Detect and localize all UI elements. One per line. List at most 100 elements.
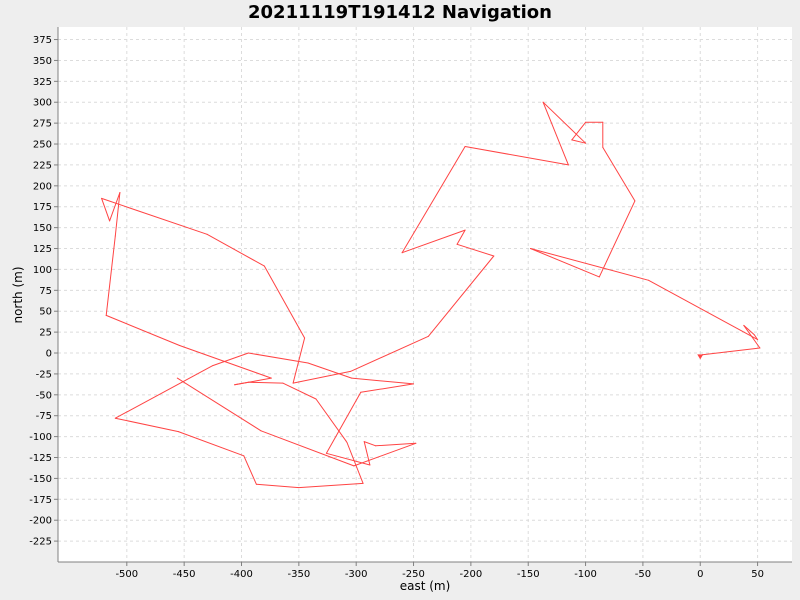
track-segment [346,442,364,484]
track-segment [360,383,414,393]
track-segment [702,347,761,356]
track-segment [292,337,306,384]
y-axis-label: north (m) [11,266,25,323]
y-tick-label: 100 [33,265,52,276]
x-tick-label: -200 [460,569,483,580]
y-tick-label: 0 [46,349,52,360]
chart-title: 20211119T191412 Navigation [248,2,552,23]
track-segment [456,243,495,257]
x-tick-label: -100 [574,569,597,580]
track-segment [456,229,466,245]
track-segment [292,370,351,384]
track-segment [234,381,249,386]
track-segment [298,482,364,489]
series-layer [101,101,761,489]
track-segment [243,455,257,485]
track-segment [179,345,272,379]
track-segment [571,121,587,141]
y-tick-label: 350 [33,56,52,67]
y-tick-label: 150 [33,223,52,234]
track-segment [101,197,111,222]
track-segment [177,431,245,457]
track-segment [263,265,306,339]
axes [57,27,792,563]
x-tick-label: -500 [115,569,138,580]
track-segment [743,324,755,336]
y-tick-label: 175 [33,202,52,213]
track-segment [247,352,309,364]
x-axis-label: east (m) [400,579,451,593]
track-segment [109,192,121,222]
x-tick-label: -400 [230,569,253,580]
track-segment [206,233,265,267]
plot-area [58,27,792,562]
y-tick-label: 25 [39,328,52,339]
grid-lines [58,27,792,562]
y-tick-label: -25 [36,369,52,380]
track-segment [350,335,429,372]
track-segment [114,365,214,419]
track-segment [464,146,569,166]
x-tick-label: -350 [287,569,310,580]
y-tick-label: -200 [29,516,52,527]
y-tick-label: -75 [36,411,52,422]
track-segment [542,101,569,166]
track-segment [351,377,414,385]
track-segment [315,398,347,442]
y-tick-label: 75 [39,286,52,297]
y-tick-label: 125 [33,244,52,255]
x-axis-ticks: -500 -450 -400 -350 -300 -250 -200 -150 -100 -50 0… [115,562,764,580]
x-tick-label: 0 [697,569,703,580]
track-segment [260,430,355,467]
y-tick-label: 200 [33,181,52,192]
start-marker-icon [697,354,704,360]
y-axis-ticks: -225 -200 -175 -150 -125 -100 -75 -50 -25 0 25 50 75… [29,35,58,548]
y-tick-label: -125 [29,453,52,464]
y-tick-label: 275 [33,119,52,130]
track-segment [542,101,587,144]
x-tick-label: -50 [635,569,651,580]
y-tick-label: 250 [33,140,52,151]
y-tick-label: 50 [39,307,52,318]
y-tick-label: 325 [33,77,52,88]
y-tick-label: -100 [29,432,52,443]
track-segment [530,248,600,278]
track-segment [325,391,362,454]
track-segment [307,362,353,379]
y-tick-label: -150 [29,474,52,485]
track-segment [176,377,262,432]
track-segment [282,382,317,400]
track-segment [212,352,249,367]
track-segment [114,417,179,433]
y-tick-label: -225 [29,537,52,548]
track-segment [255,483,300,489]
x-tick-label: 50 [751,569,764,580]
track-segment [401,229,466,254]
track-segment [101,197,208,235]
y-tick-label: -175 [29,495,52,506]
track-segment [375,442,417,447]
series-track [101,101,761,489]
x-tick-label: -300 [345,569,368,580]
track-segment [648,279,759,341]
y-tick-label: 300 [33,98,52,109]
track-segment [602,146,636,202]
track-segment [363,441,371,466]
y-tick-label: 225 [33,160,52,171]
track-segment [530,248,650,281]
x-tick-label: -250 [402,569,425,580]
track-segment [353,442,417,467]
x-tick-label: -150 [517,569,540,580]
track-segment [247,381,284,384]
track-segment [598,200,636,278]
track-segment [427,255,495,337]
track-segment [363,441,377,447]
track-segment [401,146,466,254]
track-segment [114,192,121,237]
track-segment [105,235,116,316]
x-tick-label: -450 [173,569,196,580]
y-tick-label: -50 [36,390,52,401]
track-segment [571,139,587,144]
y-tick-label: 375 [33,35,52,46]
